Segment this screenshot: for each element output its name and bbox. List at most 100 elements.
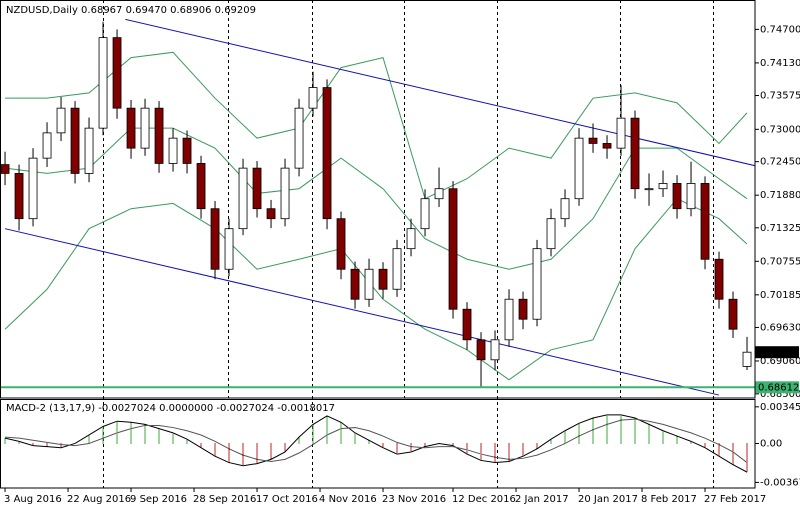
x-tick-label: 12 Dec 2016 [452, 494, 516, 505]
candle-body [490, 339, 500, 361]
x-tick-label: 17 Oct 2016 [256, 494, 318, 505]
y-tick-label: 0.72450 [760, 157, 800, 168]
candle-body [238, 167, 248, 230]
level-tag-label: 0.68612 [758, 382, 799, 393]
candle-body [700, 183, 710, 260]
candle-body [420, 198, 430, 230]
candle-body [574, 137, 584, 200]
macd-title: MACD-2 (13,17,9) -0.0027024 0.0000000 -0… [6, 403, 335, 414]
period-separators [103, 0, 714, 488]
candle-body [392, 248, 402, 290]
y-tick-label: 0.00 [760, 438, 782, 449]
channel-line [4, 228, 720, 396]
macd-line [4, 414, 748, 473]
y-tick-label: 0.69630 [760, 322, 800, 333]
candle-body [658, 183, 668, 190]
level-tag [755, 381, 799, 394]
candle-body [602, 143, 612, 149]
y-tick-label: 0.69060 [760, 356, 800, 367]
candle-body [294, 107, 304, 169]
candle-body [630, 117, 640, 190]
y-tick-label: 0.70755 [760, 256, 800, 267]
candle-body [406, 228, 416, 250]
candle-body [266, 208, 276, 220]
candle-body [84, 127, 94, 174]
candle-body [560, 198, 570, 220]
candle-body [434, 188, 444, 200]
x-tick-label: 20 Jan 2017 [578, 494, 638, 505]
x-tick-label: 23 Nov 2016 [382, 494, 446, 505]
candle-body [518, 298, 528, 320]
candle-body [14, 173, 24, 220]
price-title: NZDUSD,Daily 0.68967 0.69470 0.68906 0.6… [6, 5, 256, 16]
candle-body [504, 298, 514, 341]
y-tick-label: 0.003456 [760, 402, 800, 413]
price-tag [755, 346, 799, 359]
candle-body [322, 87, 332, 220]
bollinger-upper [5, 51, 748, 200]
candle-body [126, 107, 136, 149]
y-tick-label: 0.73000 [760, 124, 800, 135]
price-tag-label: 0.69209 [758, 347, 799, 358]
channel-line [125, 18, 755, 167]
y-tick-label: 0.73575 [760, 91, 800, 102]
macd-panel [4, 414, 749, 473]
y-tick-label: 0.74130 [760, 58, 800, 69]
candle-body [140, 107, 150, 149]
candle-body [308, 87, 318, 109]
x-tick-label: 9 Sep 2016 [130, 494, 187, 505]
candle-body [280, 167, 290, 220]
axes: 0.74700 0.74130 0.73575 0.73000 0.72450 0.718… [4, 24, 800, 505]
candle-body [252, 167, 262, 210]
candle-body [462, 308, 472, 341]
price-panel [0, 18, 755, 396]
candle-body [0, 164, 10, 174]
candle-body [476, 339, 486, 361]
x-tick-label: 4 Nov 2016 [319, 494, 377, 505]
y-tick-label: 0.74700 [760, 24, 800, 35]
candle-body [154, 107, 164, 164]
candle-body [182, 137, 192, 164]
y-tick-label: 0.68500 [760, 389, 800, 400]
x-tick-label: 22 Aug 2016 [67, 494, 131, 505]
candle-body [728, 298, 738, 330]
candle-body [28, 157, 38, 220]
y-tick-label: 0.70185 [760, 290, 800, 301]
candle-body [56, 107, 66, 134]
candle-body [42, 132, 52, 159]
signal-line [5, 418, 748, 463]
candle-body [714, 258, 724, 300]
candle-body [350, 268, 360, 300]
candle-body [616, 117, 626, 149]
x-tick-label: 2 Jan 2017 [515, 494, 569, 505]
y-tick-label: -0.003673 [760, 477, 800, 488]
candle-body [168, 137, 178, 164]
candle-body [742, 351, 752, 367]
candle-body [224, 228, 234, 270]
candle-body [336, 218, 346, 270]
bollinger-lower [4, 198, 748, 381]
candle-body [98, 37, 108, 129]
y-tick-label: 0.71880 [760, 190, 800, 201]
x-tick-label: 3 Aug 2016 [4, 494, 62, 505]
candle-body [588, 137, 598, 144]
candle-body [70, 107, 80, 174]
x-tick-label: 27 Feb 2017 [704, 494, 766, 505]
candle-body [210, 208, 220, 270]
y-tick-label: 0.71325 [760, 223, 800, 234]
candle-body [672, 183, 682, 210]
x-tick-label: 8 Feb 2017 [641, 494, 697, 505]
candle-body [196, 163, 206, 210]
candle-body [112, 37, 122, 109]
candle-body [644, 188, 654, 191]
candle-body [378, 268, 388, 290]
x-tick-label: 28 Sep 2016 [193, 494, 256, 505]
candle-body [532, 248, 542, 320]
candle-body [686, 183, 696, 210]
candle-body [448, 188, 458, 310]
price-frame [0, 0, 756, 399]
macd-frame [0, 399, 756, 489]
candle-body [546, 218, 556, 250]
candle-body [364, 268, 374, 300]
